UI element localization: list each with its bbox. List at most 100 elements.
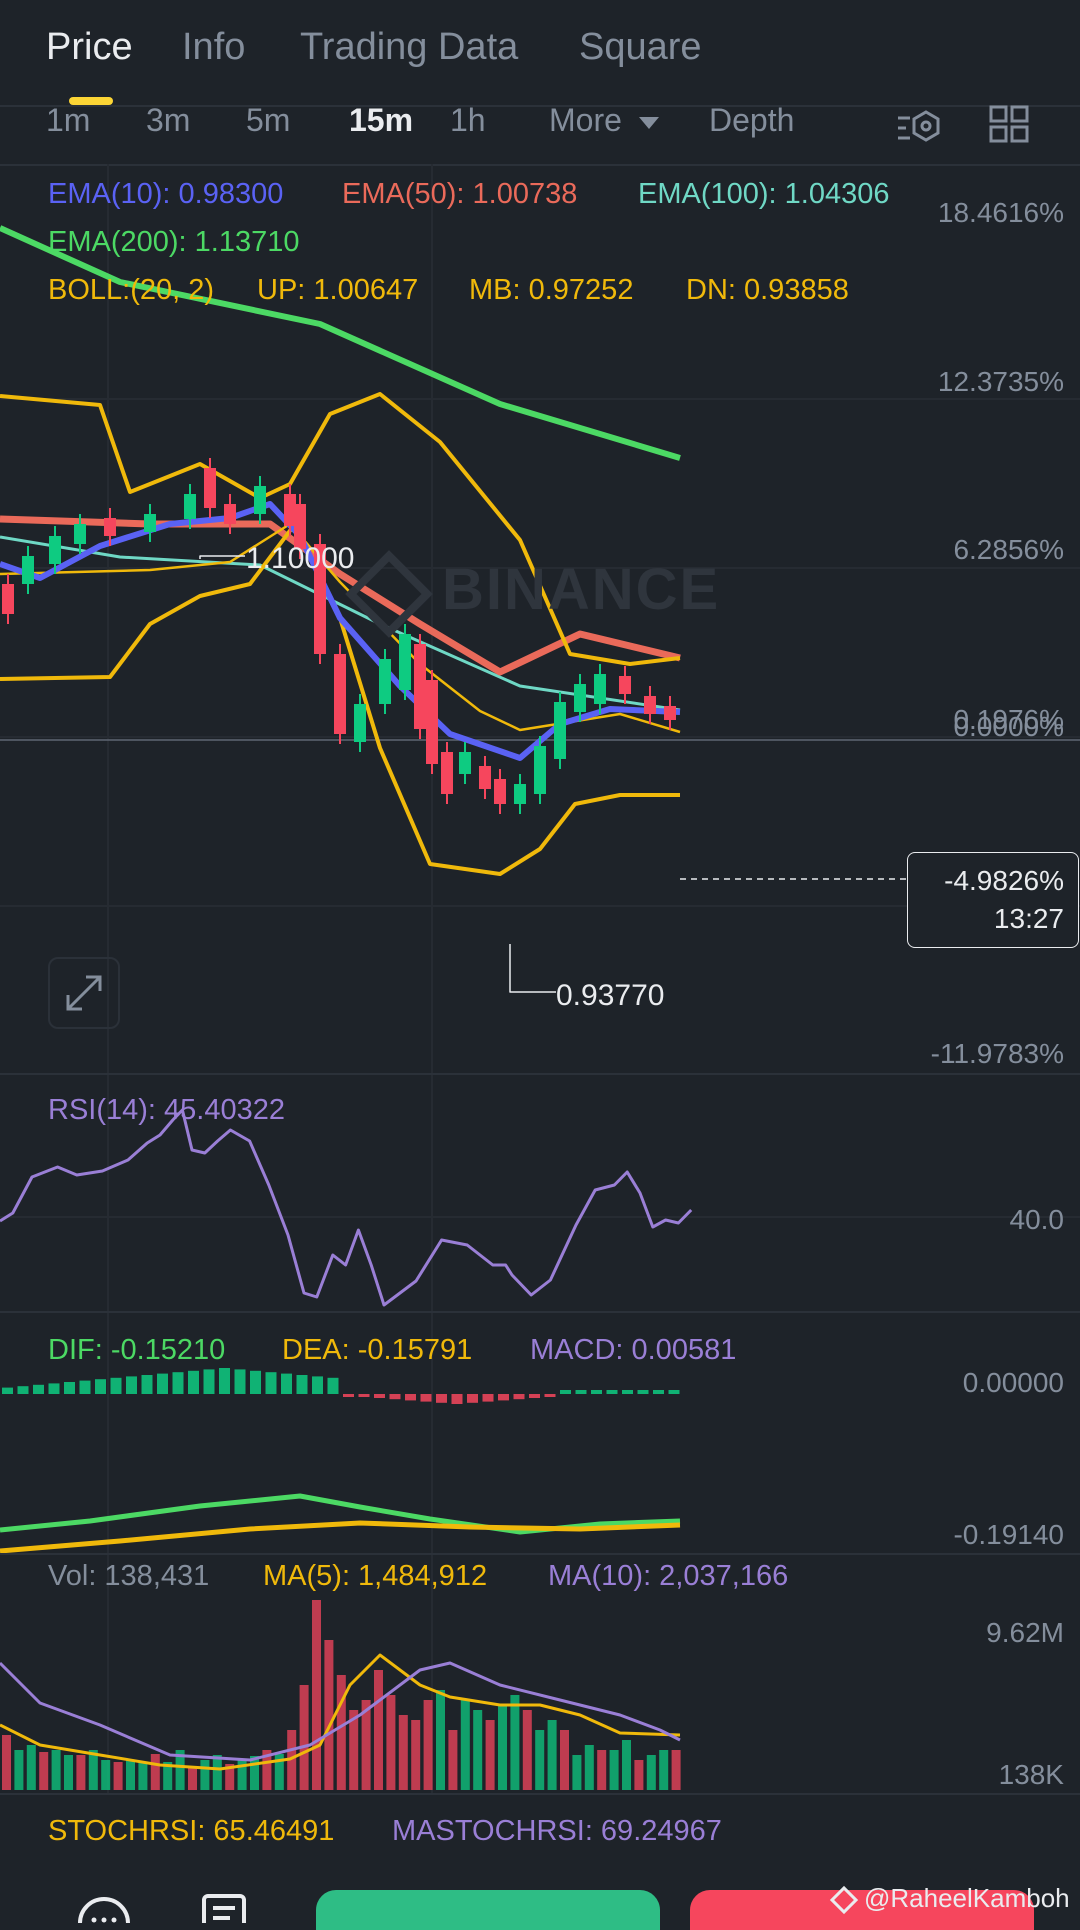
depth-button[interactable]: Depth (709, 102, 795, 138)
chat-icon[interactable] (76, 1890, 132, 1923)
price-chart[interactable] (0, 164, 1080, 1074)
candle-body (74, 524, 86, 544)
more-button[interactable]: More (549, 102, 659, 139)
macd-histogram-bar (141, 1375, 153, 1394)
orders-icon[interactable] (200, 1893, 250, 1923)
macd-histogram-bar (529, 1394, 540, 1398)
macd-histogram-bar (358, 1394, 370, 1397)
volume-bar (14, 1750, 24, 1790)
volume-bar (349, 1710, 359, 1790)
volume-bar (436, 1690, 445, 1790)
ema50-label: EMA(50): 1.00738 (342, 178, 578, 210)
candle-body (284, 494, 296, 526)
volume-bar (225, 1764, 235, 1790)
more-label: More (549, 102, 622, 138)
macd-histogram-bar (389, 1394, 401, 1400)
volume-bar (473, 1710, 483, 1790)
macd-histogram-bar (48, 1383, 60, 1394)
volume-bar (498, 1704, 507, 1790)
macd-histogram-bar (606, 1390, 618, 1394)
volume-bar (237, 1760, 247, 1790)
volume-bar (212, 1755, 222, 1790)
tab-info[interactable]: Info (182, 26, 246, 68)
candle-body (354, 704, 366, 742)
candle-body (619, 676, 631, 694)
interval-15m[interactable]: 15m (349, 102, 414, 138)
volume-bar (386, 1695, 396, 1790)
interval-5m[interactable]: 5m (246, 102, 291, 138)
interval-1h[interactable]: 1h (450, 102, 486, 138)
macd-histogram-bar (64, 1382, 75, 1394)
dif-label: DIF: -0.15210 (48, 1334, 226, 1366)
rsi-axis-label: 40.0 (1009, 1204, 1065, 1235)
volume-bar (312, 1600, 321, 1790)
candle-body (104, 518, 116, 536)
tab-square[interactable]: Square (579, 26, 702, 68)
interval-1m[interactable]: 1m (46, 102, 91, 138)
price-axis-label: 18.4616% (937, 197, 1064, 228)
volume-bar (609, 1750, 619, 1790)
rsi-label: RSI(14): 45.40322 (48, 1094, 285, 1126)
volume-bar (200, 1760, 210, 1790)
candle-body (294, 504, 306, 549)
low-marker-line (509, 944, 556, 993)
volume-bar (26, 1745, 36, 1790)
ema100-label: EMA(100): 1.04306 (638, 178, 890, 210)
high-marker-line (199, 555, 245, 559)
candle-body (479, 766, 491, 789)
macd-histogram-bar (343, 1394, 354, 1397)
volume-axis-label: 138K (998, 1759, 1064, 1790)
macd-axis-label: 0.00000 (962, 1367, 1064, 1398)
candle-body (314, 544, 326, 654)
macd-histogram-bar (591, 1390, 602, 1394)
top-tabs: Price Info Trading Data Square (0, 0, 1080, 105)
candle-body (204, 468, 216, 508)
low-price-label: 0.93770 (556, 979, 665, 1012)
macd-histogram-bar (637, 1390, 649, 1394)
volume-bar (287, 1730, 297, 1790)
macd-histogram-bar (17, 1386, 29, 1394)
volume-bar (150, 1754, 160, 1790)
ema200-label: EMA(200): 1.13710 (48, 226, 300, 258)
macd-histogram-bar (575, 1390, 587, 1394)
fullscreen-button[interactable] (48, 957, 120, 1029)
rsi-chart (0, 1075, 1080, 1311)
boll-lower-line (0, 522, 680, 876)
candle-body (664, 706, 676, 720)
price-axis-label: -11.9783% (930, 1038, 1064, 1069)
binance-logo-icon (345, 549, 433, 638)
macd-histogram-bar (203, 1369, 215, 1394)
layout-grid-icon[interactable] (988, 104, 1032, 144)
indicator-settings-icon[interactable] (894, 106, 944, 146)
macd-histogram-bar (2, 1387, 13, 1394)
volume-bar (646, 1755, 656, 1790)
volume-bar (188, 1766, 197, 1790)
macd-histogram-bar (327, 1377, 339, 1394)
volume-chart (0, 1555, 681, 1793)
dea-label: DEA: -0.15791 (282, 1334, 473, 1366)
volume-bar (76, 1755, 86, 1790)
volume-bar (547, 1720, 557, 1790)
tab-trading-data[interactable]: Trading Data (300, 26, 519, 68)
buy-button[interactable] (316, 1890, 660, 1930)
macd-histogram-bar (560, 1390, 571, 1394)
volume-bar (460, 1700, 470, 1790)
boll-upper-line (0, 392, 681, 666)
macd-histogram-bar (513, 1394, 525, 1400)
ema10-label: EMA(10): 0.98300 (48, 178, 284, 210)
candle-body (494, 779, 506, 804)
candle-body (534, 746, 546, 794)
candle-body (574, 684, 586, 712)
price-axis-label: 0.1976% (953, 704, 1064, 735)
volume-bar (274, 1754, 284, 1790)
interval-3m[interactable]: 3m (146, 102, 191, 138)
tab-price[interactable]: Price (46, 26, 133, 68)
volume-bar (671, 1750, 681, 1790)
candle-body (426, 680, 438, 764)
macd-histogram-bar (498, 1394, 509, 1401)
price-change-label: -4.9826% (944, 865, 1064, 896)
price-axis-label: 6.2856% (953, 534, 1064, 565)
macd-histogram-bar (451, 1394, 463, 1404)
candle-body (399, 634, 411, 690)
macd-histogram-bar (157, 1373, 168, 1394)
